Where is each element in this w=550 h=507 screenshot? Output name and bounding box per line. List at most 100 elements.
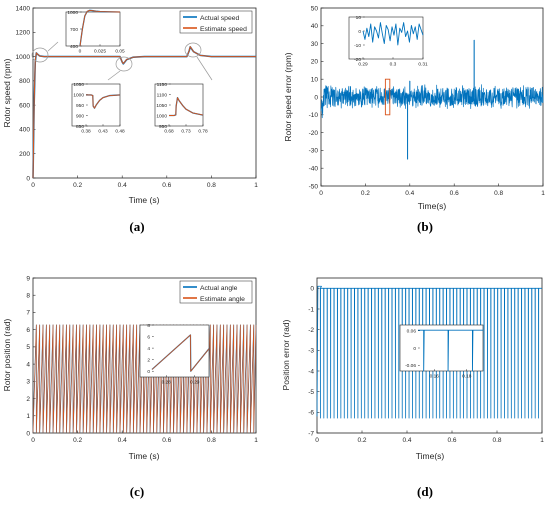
x-tick-label: 0.6 <box>162 437 171 444</box>
y-tick-label: -20 <box>309 130 319 137</box>
y-tick-label: 9 <box>26 275 30 282</box>
inset-x-tick-label: 0.29 <box>190 380 200 386</box>
y-tick-label: 20 <box>311 59 319 66</box>
x-tick-label: 0.8 <box>207 437 216 444</box>
inset-series-estimate-angle <box>151 334 210 372</box>
inset-y-tick-label: 1100 <box>157 92 168 98</box>
x-tick-label: 0.4 <box>118 437 127 444</box>
inset-y-tick-label: 400 <box>70 44 78 50</box>
inset-c: 0 2 4 6 8 0.28 0.29 <box>139 323 210 386</box>
inset-y-tick-label: 950 <box>159 124 167 130</box>
x-tick-label: 0.2 <box>361 190 370 197</box>
inset-y-tick-label: -0.06 <box>405 363 416 369</box>
inset-x-tick-label: 0.3 <box>390 62 397 68</box>
x-tick-label: 1 <box>254 182 258 189</box>
y-tick-label: 200 <box>19 151 30 158</box>
legend-actual-angle: Actual angle <box>200 285 238 292</box>
inset-x-tick-label: 0.68 <box>164 129 174 135</box>
x-tick-label: 0.8 <box>494 190 503 197</box>
inset-x-tick-label: 0 <box>79 49 82 55</box>
y-axis-label-b: Rotor speed error (rpm) <box>283 52 293 141</box>
x-tick-label: 0.8 <box>492 437 501 444</box>
inset-x-tick-label: 0.48 <box>115 129 125 135</box>
inset-x-tick-label: 0.16 <box>430 374 440 380</box>
legend-a: Actual speed Estimate speed <box>179 10 253 34</box>
y-tick-label: -4 <box>308 368 314 375</box>
x-axis-label-a: Time (s) <box>129 195 160 205</box>
y-axis-label-d: Position error (rad) <box>281 319 291 390</box>
inset-y-tick-label: 900 <box>76 113 84 119</box>
inset-series-estimate <box>79 9 121 47</box>
inset-a-peak: 950 1000 1050 1100 1150 0.68 0.73 0.78 <box>154 82 208 135</box>
series-estimate-angle <box>32 324 257 433</box>
x-axis-label-c: Time (s) <box>129 451 160 461</box>
y-tick-label: -2 <box>308 327 314 334</box>
y-tick-label: 600 <box>19 102 30 109</box>
y-axis-label-a: Rotor speed (rpm) <box>2 58 12 127</box>
legend-estimate-speed: Estimate speed <box>200 26 247 33</box>
zoom-markers-a <box>31 41 213 81</box>
y-tick-label: 30 <box>311 41 319 48</box>
x-tick-label: 0.4 <box>405 190 414 197</box>
x-tick-label: 1 <box>540 437 544 444</box>
inset-y-tick-label: 850 <box>76 124 84 130</box>
inset-y-tick-label: 1000 <box>73 92 84 98</box>
caption-a: (a) <box>129 219 144 234</box>
caption-b: (b) <box>417 219 433 234</box>
x-axis-b: 0 0.2 0.4 0.6 0.8 1 <box>319 183 545 197</box>
inset-y-tick-label: 10 <box>356 15 362 21</box>
y-tick-label: -5 <box>308 389 314 396</box>
y-tick-label: -7 <box>308 430 314 437</box>
x-tick-label: 0.4 <box>402 437 411 444</box>
inset-x-tick-label: 0.18 <box>462 374 472 380</box>
inset-y-tick-label: 950 <box>76 103 84 109</box>
series-estimate-speed <box>32 46 256 179</box>
x-axis-label-d: Time(s) <box>416 451 445 461</box>
inset-y-tick-label: 1050 <box>73 82 84 88</box>
y-tick-label: 800 <box>19 78 30 85</box>
x-tick-label: 1 <box>254 437 258 444</box>
inset-y-tick-label: 1000 <box>67 10 78 16</box>
caption-d: (d) <box>417 484 433 499</box>
inset-x-tick-label: 0.28 <box>162 380 172 386</box>
inset-y-tick-label: 2 <box>147 357 150 363</box>
inset-x-tick-label: 0.29 <box>358 62 368 68</box>
y-tick-label: 400 <box>19 127 30 134</box>
inset-y-tick-label: 1050 <box>156 103 167 109</box>
inset-y-tick-label: 1150 <box>157 82 168 88</box>
y-tick-label: 1400 <box>16 5 31 12</box>
y-axis-d: -7 -6 -5 -4 -3 -2 -1 0 <box>308 286 320 437</box>
inset-d: -0.06 0 0.06 0.16 0.18 <box>399 324 484 380</box>
inset-y-tick-label: 700 <box>70 27 78 33</box>
inset-a-startup: 400 700 1000 0 0.025 0.05 <box>65 9 125 55</box>
x-tick-label: 0 <box>319 190 323 197</box>
series-position-error <box>316 285 542 419</box>
inset-y-tick-label: 0.06 <box>407 329 417 335</box>
inset-series-estimate <box>86 94 121 109</box>
y-tick-label: 0 <box>26 430 30 437</box>
inset-series-position-error <box>418 329 483 372</box>
inset-y-tick-label: 0 <box>358 29 361 35</box>
y-tick-label: 0 <box>310 286 314 293</box>
x-tick-label: 0 <box>31 182 35 189</box>
zoom-box <box>384 78 391 116</box>
y-tick-label: 7 <box>26 310 30 317</box>
x-axis-label-b: Time(s) <box>418 201 447 211</box>
y-tick-label: 8 <box>26 293 30 300</box>
y-tick-label: 0 <box>314 94 318 101</box>
y-axis-c: 0 1 2 3 4 5 6 7 8 9 <box>26 275 36 437</box>
inset-x-tick-label: 0.73 <box>181 129 191 135</box>
y-tick-label: 1000 <box>16 54 31 61</box>
y-tick-label: -3 <box>308 348 314 355</box>
x-tick-label: 0.6 <box>447 437 456 444</box>
y-tick-label: 2 <box>26 396 30 403</box>
y-tick-label: 40 <box>311 23 319 30</box>
inset-series-estimate <box>169 97 204 116</box>
x-tick-label: 0.2 <box>357 437 366 444</box>
x-tick-label: 0.8 <box>207 182 216 189</box>
inset-x-tick-label: 0.78 <box>198 129 208 135</box>
inset-y-tick-label: -10 <box>354 43 361 49</box>
